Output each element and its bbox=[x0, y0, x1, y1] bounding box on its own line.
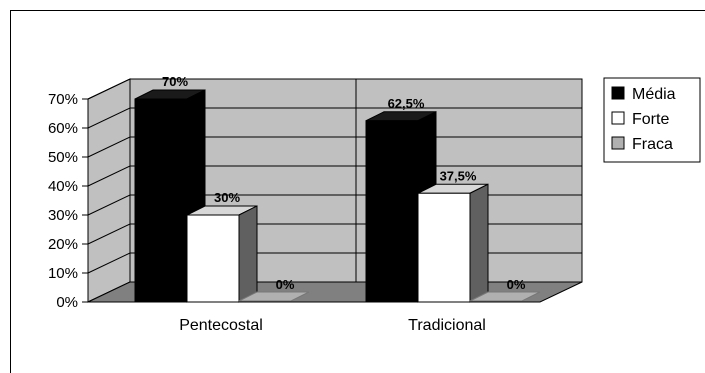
x-axis: Pentecostal Tradicional bbox=[179, 317, 486, 334]
y-tick-label: 50% bbox=[48, 149, 78, 166]
legend-swatch bbox=[611, 111, 625, 125]
bar-front bbox=[417, 192, 471, 303]
y-tick-label: 10% bbox=[48, 265, 78, 282]
legend-swatch bbox=[611, 136, 625, 150]
bar-front bbox=[134, 98, 188, 303]
data-label: 0% bbox=[276, 277, 295, 292]
legend-swatch bbox=[611, 86, 625, 100]
legend: Média Forte Fraca bbox=[603, 77, 701, 163]
y-tick-label: 20% bbox=[48, 236, 78, 253]
bar-flat bbox=[469, 291, 541, 302]
data-label: 37,5% bbox=[440, 168, 477, 183]
bar-front bbox=[365, 120, 419, 303]
y-tick-label: 0% bbox=[56, 294, 78, 311]
bar-side bbox=[238, 205, 258, 303]
legend-label: Média bbox=[632, 86, 676, 103]
data-label: 0% bbox=[507, 277, 526, 292]
bar-flat bbox=[238, 291, 310, 302]
y-tick-label: 40% bbox=[48, 178, 78, 195]
x-category-label: Tradicional bbox=[408, 317, 486, 334]
gridline bbox=[87, 107, 582, 129]
frame-left-border bbox=[10, 10, 11, 373]
frame-top-border bbox=[10, 10, 705, 11]
chart-bars bbox=[134, 89, 541, 303]
gridline bbox=[87, 78, 582, 100]
side-wall bbox=[87, 78, 131, 303]
bar-pentecostal-fraca bbox=[238, 291, 310, 302]
data-label: 70% bbox=[162, 74, 188, 89]
legend-label: Forte bbox=[632, 111, 669, 128]
data-labels: 70% 30% 0% 62,5% 37,5% 0% bbox=[162, 74, 526, 292]
x-category-label: Pentecostal bbox=[179, 317, 263, 334]
bar-pentecostal-forte bbox=[186, 205, 258, 303]
legend-label: Fraca bbox=[632, 136, 673, 153]
bar-tradicional-forte bbox=[417, 183, 489, 303]
bar-side bbox=[469, 183, 489, 303]
bar-tradicional-fraca bbox=[469, 291, 541, 302]
y-tick-label: 60% bbox=[48, 120, 78, 137]
y-axis: 0% 10% 20% 30% 40% 50% 60% 70% bbox=[48, 91, 89, 311]
bar-tradicional-média bbox=[365, 110, 437, 303]
data-label: 62,5% bbox=[388, 96, 425, 111]
data-label: 30% bbox=[214, 190, 240, 205]
bar-front bbox=[186, 214, 240, 303]
y-tick-label: 70% bbox=[48, 91, 78, 108]
y-tick-label: 30% bbox=[48, 207, 78, 224]
